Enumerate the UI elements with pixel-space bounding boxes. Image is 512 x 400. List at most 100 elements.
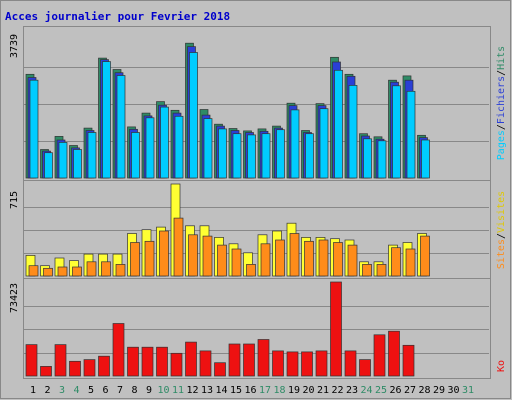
x-tick-label: 29 bbox=[433, 385, 445, 396]
panel-mid: 715 Sites/Visites bbox=[9, 180, 507, 279]
bar-pages-day-18 bbox=[276, 129, 285, 179]
chart-panels: 3739Pages/Fichiers/Hits715Sites/Visites7… bbox=[9, 26, 507, 379]
bar-ko-day-5 bbox=[83, 359, 96, 377]
x-tick-label: 19 bbox=[288, 385, 300, 396]
bar-sites-day-24 bbox=[362, 264, 372, 277]
bar-sites-day-9 bbox=[144, 240, 155, 277]
bar-sites-day-20 bbox=[304, 240, 314, 277]
legend-mid: Sites/Visites bbox=[496, 191, 507, 269]
bar-pages-day-4 bbox=[73, 149, 82, 179]
x-tick-label: 6 bbox=[102, 385, 108, 396]
bar-pages-day-26 bbox=[392, 85, 401, 179]
bar-sites-day-23 bbox=[347, 244, 358, 277]
bar-pages-day-20 bbox=[305, 133, 314, 179]
bar-pages-day-2 bbox=[44, 152, 53, 179]
bar-ko-day-11 bbox=[170, 352, 183, 377]
x-tick-label: 28 bbox=[418, 385, 430, 396]
bar-ko-day-2 bbox=[40, 366, 52, 377]
series-sites bbox=[28, 217, 430, 277]
bar-pages-day-25 bbox=[377, 140, 387, 179]
panel-bot: 73423 Ko bbox=[9, 278, 507, 379]
bar-sites-day-11 bbox=[173, 217, 184, 277]
bar-sites-day-16 bbox=[246, 264, 256, 277]
x-tick-label: 27 bbox=[404, 385, 416, 396]
bar-ko-day-21 bbox=[315, 350, 328, 377]
bar-pages-day-19 bbox=[290, 109, 300, 179]
x-tick-label: 20 bbox=[302, 385, 314, 396]
bar-ko-day-7 bbox=[112, 323, 125, 377]
bar-ko-day-15 bbox=[228, 343, 241, 377]
x-tick-label: 3 bbox=[59, 385, 65, 396]
bar-pages-day-8 bbox=[131, 132, 140, 179]
bar-sites-day-14 bbox=[217, 244, 227, 277]
bar-sites-day-5 bbox=[86, 261, 97, 277]
axis-max-label: 715 bbox=[9, 191, 20, 209]
bar-sites-day-8 bbox=[130, 242, 140, 277]
bar-ko-day-19 bbox=[286, 351, 299, 377]
x-tick-label: 24 bbox=[360, 385, 372, 396]
x-tick-label: 10 bbox=[157, 385, 169, 396]
x-tick-label: 12 bbox=[186, 385, 198, 396]
axis-max-label: 73423 bbox=[9, 283, 20, 313]
x-tick-label: 13 bbox=[201, 385, 213, 396]
x-tick-label: 4 bbox=[73, 385, 79, 396]
bar-sites-day-15 bbox=[231, 248, 242, 277]
x-tick-label: 18 bbox=[273, 385, 285, 396]
bar-sites-day-12 bbox=[188, 234, 198, 277]
bar-sites-day-6 bbox=[101, 261, 111, 277]
bar-ko-day-22 bbox=[330, 281, 342, 377]
bar-sites-day-28 bbox=[420, 235, 430, 277]
bar-sites-day-17 bbox=[260, 243, 271, 277]
bar-ko-day-25 bbox=[373, 334, 386, 377]
bar-pages-day-5 bbox=[87, 132, 97, 179]
x-axis-labels: 1 2 3 4 5 6 7 8 9 10 11 12 13 14 15 16 17 18 19 20 21 22 23 24 2… bbox=[30, 385, 474, 396]
bar-pages-day-15 bbox=[232, 133, 242, 179]
legend-entry: Visites bbox=[496, 191, 507, 233]
bar-pages-day-13 bbox=[203, 118, 213, 179]
bar-pages-day-23 bbox=[348, 85, 358, 179]
x-tick-label: 5 bbox=[88, 385, 94, 396]
bar-ko-day-24 bbox=[359, 359, 371, 377]
bar-ko-day-8 bbox=[127, 346, 139, 377]
legend-entry: / bbox=[496, 70, 507, 76]
bar-sites-day-26 bbox=[391, 247, 401, 277]
x-tick-label: 8 bbox=[131, 385, 137, 396]
bar-pages-day-24 bbox=[363, 138, 372, 179]
legend-entry: Hits bbox=[496, 46, 507, 70]
bar-pages-day-16 bbox=[247, 134, 256, 179]
bar-sites-day-4 bbox=[72, 266, 82, 277]
bar-ko-day-17 bbox=[257, 339, 270, 377]
bar-pages-day-17 bbox=[261, 133, 271, 179]
x-tick-label: 25 bbox=[375, 385, 387, 396]
bar-pages-day-27 bbox=[406, 90, 416, 179]
bar-sites-day-27 bbox=[405, 248, 416, 277]
x-tick-label: 22 bbox=[331, 385, 343, 396]
bar-sites-day-22 bbox=[333, 242, 343, 277]
series-pages bbox=[29, 52, 430, 179]
bar-ko-day-14 bbox=[214, 362, 226, 377]
bar-pages-day-22 bbox=[334, 69, 343, 179]
bar-sites-day-21 bbox=[318, 239, 329, 277]
bar-sites-day-1 bbox=[28, 265, 39, 277]
bar-sites-day-2 bbox=[43, 267, 53, 277]
bar-ko-day-10 bbox=[156, 346, 168, 377]
bar-pages-day-28 bbox=[421, 139, 430, 179]
x-tick-label: 2 bbox=[44, 385, 50, 396]
legend-entry: Pages bbox=[496, 130, 507, 160]
legend-entry: / bbox=[496, 124, 507, 130]
legend-top: Pages/Fichiers/Hits bbox=[496, 46, 507, 160]
bar-sites-day-19 bbox=[289, 233, 300, 277]
legend-entry: / bbox=[496, 233, 507, 239]
x-tick-label: 14 bbox=[215, 385, 227, 396]
bar-pages-day-3 bbox=[58, 142, 68, 179]
bar-pages-day-11 bbox=[174, 115, 184, 179]
bar-pages-day-12 bbox=[189, 52, 198, 179]
panel-frame bbox=[23, 278, 491, 379]
bar-ko-day-20 bbox=[301, 351, 313, 377]
bar-ko-day-4 bbox=[69, 360, 81, 377]
bar-sites-day-18 bbox=[275, 239, 285, 277]
x-tick-label: 30 bbox=[447, 385, 459, 396]
